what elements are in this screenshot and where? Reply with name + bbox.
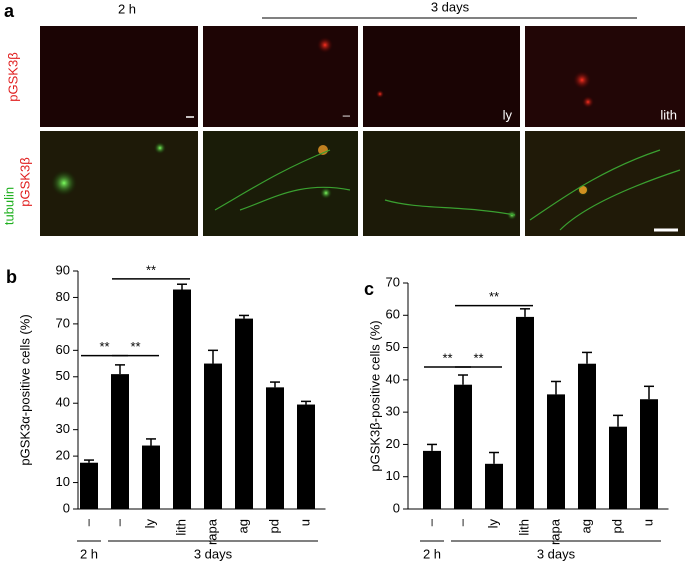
- y-tick-label: 10: [386, 468, 400, 483]
- x-tick-label: –: [111, 518, 126, 526]
- panel-letter: a: [4, 1, 15, 21]
- row-label: tubulin: [1, 187, 16, 225]
- image-label: ly: [503, 107, 513, 122]
- group-label: 3 days: [537, 546, 576, 561]
- bar: [204, 363, 222, 509]
- x-tick-label: ag: [578, 519, 593, 533]
- micrographs: [40, 26, 685, 236]
- cell: [579, 186, 587, 194]
- image: [363, 131, 520, 236]
- cell: [318, 145, 328, 155]
- y-tick-label: 0: [393, 500, 400, 515]
- bar: [235, 318, 253, 509]
- y-tick-label: 30: [56, 421, 70, 436]
- y-tick-label: 70: [56, 315, 70, 330]
- y-axis-title: pGSK3β-positive cells (%): [367, 320, 382, 471]
- row-label: pGSK3β: [5, 52, 20, 101]
- x-tick-label: ly: [142, 519, 157, 529]
- y-tick-label: 10: [56, 474, 70, 489]
- significance-label: **: [99, 339, 109, 354]
- y-tick-label: 40: [56, 395, 70, 410]
- y-tick-label: 60: [56, 342, 70, 357]
- significance-label: **: [489, 289, 499, 304]
- time-label: 2 h: [118, 1, 136, 16]
- y-tick-label: 40: [386, 371, 400, 386]
- x-tick-label: pd: [609, 519, 624, 533]
- x-tick-label: rapa: [204, 518, 219, 545]
- bar: [423, 450, 441, 509]
- bar: [609, 426, 627, 509]
- x-tick-label: –: [80, 518, 95, 526]
- y-tick-label: 20: [56, 448, 70, 463]
- x-tick-label: –: [423, 518, 438, 526]
- y-tick-label: 20: [386, 436, 400, 451]
- bar: [547, 394, 565, 509]
- y-tick-label: 70: [386, 274, 400, 289]
- x-tick-label: u: [297, 519, 312, 526]
- y-tick-label: 0: [63, 500, 70, 515]
- panel-letter: b: [6, 267, 17, 287]
- bar: [485, 463, 503, 509]
- cell: [154, 142, 166, 154]
- significance-label: **: [473, 350, 483, 365]
- x-tick-label: –: [454, 518, 469, 526]
- y-tick-label: 60: [386, 307, 400, 322]
- bar: [454, 384, 472, 509]
- bar: [266, 387, 284, 509]
- cell: [320, 187, 332, 199]
- significance-label: **: [146, 262, 156, 277]
- bar: [80, 462, 98, 509]
- time-label: 3 days: [431, 0, 470, 14]
- bar: [297, 404, 315, 509]
- group-label: 3 days: [194, 546, 233, 561]
- x-tick-label: ag: [235, 519, 250, 533]
- image: [203, 26, 358, 127]
- cell: [573, 71, 591, 89]
- neurite: [214, 149, 681, 231]
- cell: [376, 90, 384, 98]
- image: [203, 131, 358, 236]
- bar: [111, 374, 129, 509]
- cell: [51, 170, 77, 196]
- bar: [640, 399, 658, 509]
- bar: [173, 289, 191, 509]
- bar: [516, 316, 534, 509]
- x-tick-label: lith: [173, 519, 188, 536]
- y-tick-label: 80: [56, 289, 70, 304]
- x-tick-label: lith: [516, 519, 531, 536]
- significance-label: **: [442, 350, 452, 365]
- y-tick-label: 50: [56, 368, 70, 383]
- image: [525, 26, 685, 127]
- significance-label: **: [130, 339, 140, 354]
- x-tick-label: pd: [266, 519, 281, 533]
- x-tick-label: ly: [485, 519, 500, 529]
- image-label: –: [343, 107, 351, 122]
- cell: [317, 37, 333, 53]
- group-label: 2 h: [423, 546, 441, 561]
- bar: [142, 445, 160, 509]
- y-axis-title: pGSK3α-positive cells (%): [17, 314, 32, 465]
- x-tick-label: rapa: [547, 518, 562, 545]
- y-tick-label: 30: [386, 404, 400, 419]
- x-tick-label: u: [640, 519, 655, 526]
- y-tick-label: 50: [386, 339, 400, 354]
- y-tick-label: 90: [56, 262, 70, 277]
- cell: [582, 96, 594, 108]
- panel-letter: c: [364, 279, 374, 299]
- row-label: pGSK3β: [17, 157, 32, 206]
- image: [40, 26, 198, 127]
- image: [363, 26, 520, 127]
- group-label: 2 h: [80, 546, 98, 561]
- bar: [578, 363, 596, 509]
- image-label: lith: [660, 107, 677, 122]
- image: [525, 131, 685, 236]
